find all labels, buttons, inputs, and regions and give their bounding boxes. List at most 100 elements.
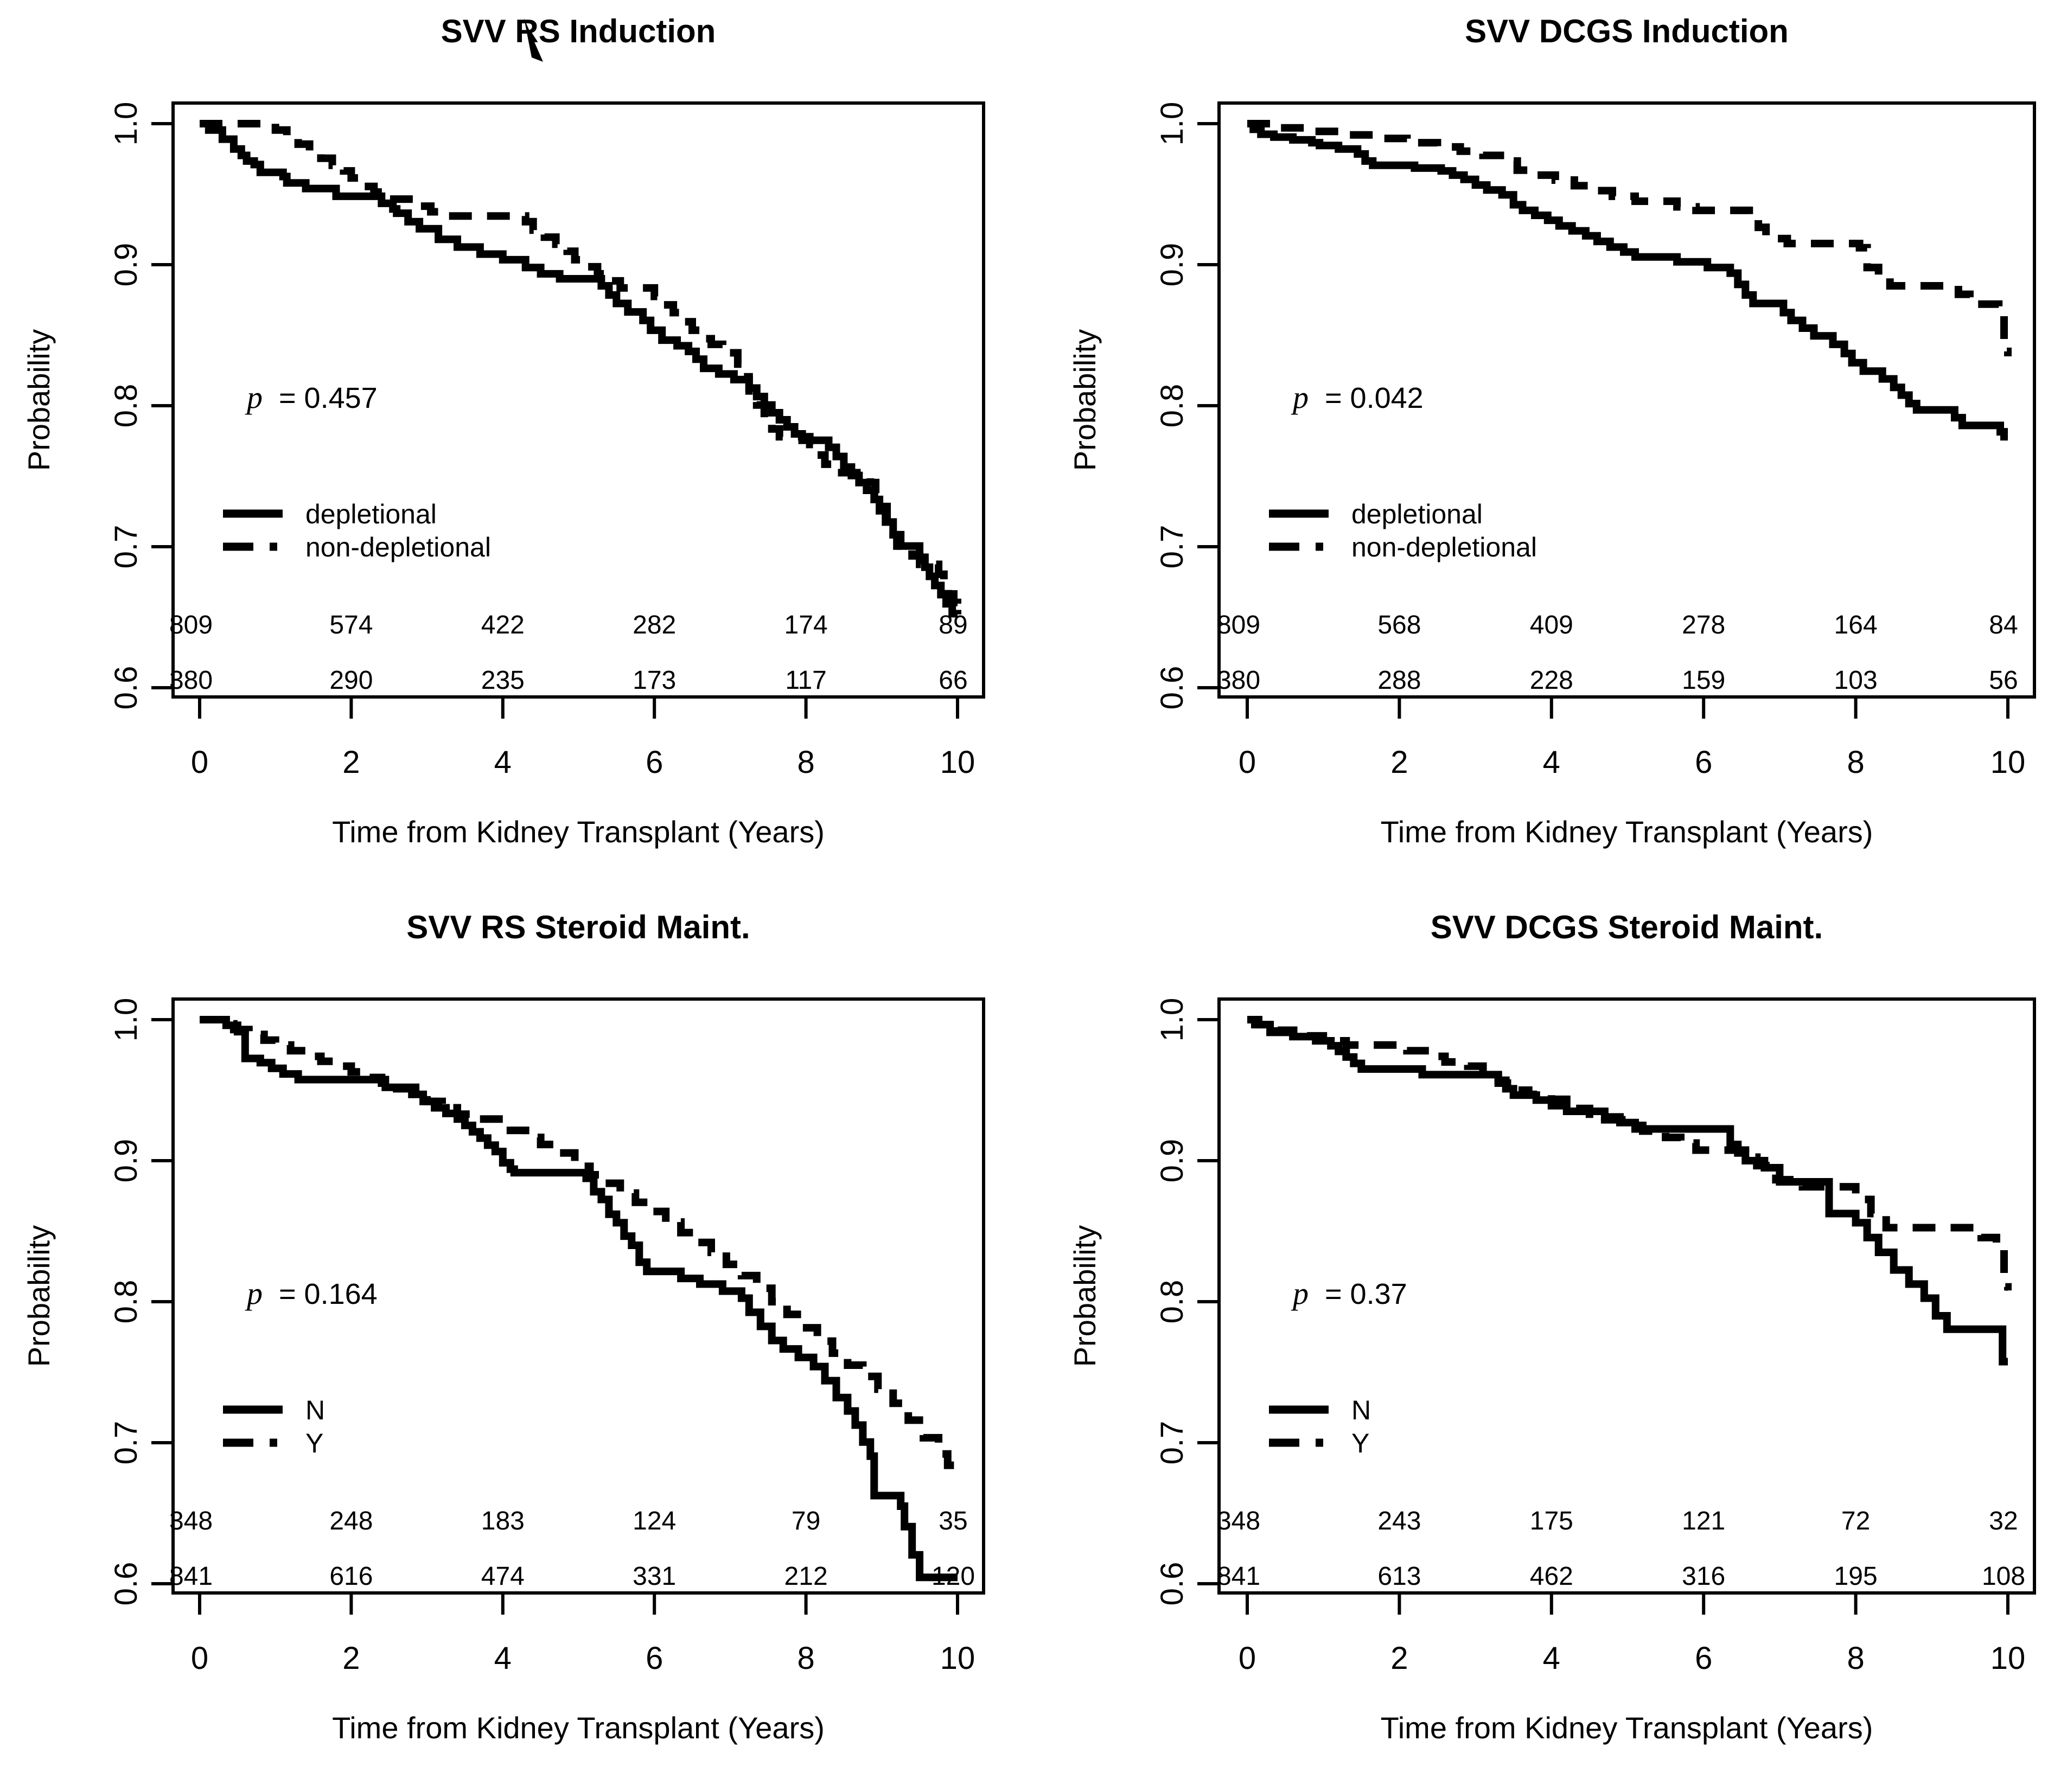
y-axis-title: Probability <box>1068 329 1102 471</box>
risk-count: 159 <box>1682 666 1725 695</box>
plot-box <box>1217 101 2036 699</box>
y-tick-label: 0.8 <box>109 384 144 428</box>
y-tick-label: 0.6 <box>1154 1562 1190 1606</box>
risk-count: 613 <box>1377 1562 1421 1591</box>
x-tick-label: 0 <box>191 1641 208 1676</box>
risk-count: 380 <box>169 666 213 695</box>
legend-label: N <box>305 1395 325 1425</box>
x-axis-title: Time from Kidney Transplant (Years) <box>332 1711 825 1745</box>
risk-count: 124 <box>633 1507 676 1535</box>
y-tick-label: 1.0 <box>1154 998 1190 1042</box>
x-tick-label: 4 <box>1543 745 1560 780</box>
risk-count: 121 <box>1682 1507 1725 1535</box>
risk-count: 474 <box>481 1562 525 1591</box>
legend-label: non-depletional <box>305 532 491 562</box>
risk-count: 568 <box>1377 611 1421 639</box>
risk-count: 282 <box>633 611 676 639</box>
curve-non-depletional <box>1247 120 2012 356</box>
x-tick-label: 8 <box>797 745 814 780</box>
panel-svg: SVV DCGS Induction 0 2 4 6 8 10 1.0 0.9 0.8 0.7 0.6… <box>1068 13 2036 849</box>
legend-label: Y <box>1351 1428 1369 1458</box>
risk-count: 228 <box>1530 666 1573 695</box>
y-tick-label: 0.7 <box>109 525 144 569</box>
x-tick-label: 2 <box>1390 1641 1408 1676</box>
panel-title: SVV RS Steroid Maint. <box>406 909 750 945</box>
x-axis-title: Time from Kidney Transplant (Years) <box>1381 815 1873 849</box>
y-tick-label: 0.7 <box>109 1421 144 1465</box>
risk-count: 117 <box>785 666 827 695</box>
panel-svg: SVV RS Induction 0 2 4 6 8 10 1.0 0.9 0.8 0.7 0.6 Ti… <box>22 13 985 849</box>
x-tick-label: 8 <box>1847 745 1864 780</box>
x-tick-label: 6 <box>646 745 663 780</box>
x-axis-title: Time from Kidney Transplant (Years) <box>332 815 825 849</box>
legend-label: N <box>1351 1395 1371 1425</box>
x-tick-label: 4 <box>494 745 512 780</box>
x-tick-label: 10 <box>940 1641 975 1676</box>
y-tick-label: 0.8 <box>109 1280 144 1324</box>
risk-count: 316 <box>1682 1562 1725 1591</box>
risk-count: 290 <box>329 666 373 695</box>
risk-count: 164 <box>1834 611 1878 639</box>
p-symbol: p <box>1291 1276 1309 1311</box>
x-tick-label: 4 <box>1543 1641 1560 1676</box>
x-tick-label: 0 <box>1239 745 1256 780</box>
risk-count: 195 <box>1834 1562 1878 1591</box>
x-tick-label: 0 <box>1239 1641 1256 1676</box>
x-tick-label: 8 <box>1847 1641 1864 1676</box>
curve-y <box>1247 1016 2012 1291</box>
p-value-text: = 0.37 <box>1325 1278 1407 1310</box>
risk-count: 84 <box>1989 611 2018 639</box>
x-tick-label: 6 <box>1695 745 1712 780</box>
plot-box <box>171 101 985 699</box>
y-tick-label: 1.0 <box>1154 102 1190 146</box>
x-tick-label: 4 <box>494 1641 512 1676</box>
p-value-text: = 0.457 <box>279 382 378 414</box>
x-tick-label: 10 <box>940 745 975 780</box>
risk-count: 66 <box>939 666 967 695</box>
p-value: p = 0.457 <box>245 380 378 415</box>
x-tick-label: 6 <box>646 1641 663 1676</box>
x-tick-label: 10 <box>1990 1641 2026 1676</box>
x-tick-label: 2 <box>342 1641 360 1676</box>
risk-count: 348 <box>1217 1507 1260 1535</box>
risk-count: 841 <box>1217 1562 1260 1591</box>
risk-count: 72 <box>1841 1507 1870 1535</box>
x-tick-label: 10 <box>1990 745 2026 780</box>
risk-count: 32 <box>1989 1507 2018 1535</box>
risk-count: 278 <box>1682 611 1725 639</box>
risk-count: 574 <box>329 611 373 639</box>
panel-svg: SVV DCGS Steroid Maint. 0 2 4 6 8 10 1.0 0.9 0.8 0… <box>1068 909 2036 1745</box>
curve-y <box>200 1016 961 1474</box>
risk-count: 103 <box>1834 666 1878 695</box>
risk-count: 809 <box>1217 611 1260 639</box>
plot-box <box>171 997 985 1595</box>
risk-count: 409 <box>1530 611 1573 639</box>
panel-title: SVV DCGS Induction <box>1465 13 1789 49</box>
risk-count: 174 <box>784 611 828 639</box>
plot-box <box>1217 997 2036 1595</box>
p-value-text: = 0.164 <box>279 1278 378 1310</box>
risk-count: 422 <box>481 611 525 639</box>
risk-count: 616 <box>329 1562 373 1591</box>
x-tick-label: 2 <box>342 745 360 780</box>
y-tick-label: 0.7 <box>1154 1421 1190 1465</box>
panel-title: SVV DCGS Steroid Maint. <box>1431 909 1823 945</box>
risk-count: 462 <box>1530 1562 1573 1591</box>
x-tick-label: 8 <box>797 1641 814 1676</box>
risk-count: 809 <box>169 611 213 639</box>
y-tick-label: 0.8 <box>1154 1280 1190 1324</box>
x-tick-label: 2 <box>1390 745 1408 780</box>
cursor-artifact <box>524 18 543 62</box>
risk-count: 212 <box>784 1562 828 1591</box>
risk-count: 288 <box>1377 666 1421 695</box>
curve-non-depletional <box>200 120 961 606</box>
curve-depletional <box>1247 120 2008 441</box>
risk-count: 841 <box>169 1562 213 1591</box>
y-tick-label: 0.9 <box>1154 1139 1190 1183</box>
x-axis-title: Time from Kidney Transplant (Years) <box>1381 1711 1873 1745</box>
y-tick-label: 1.0 <box>109 102 144 146</box>
p-value: p = 0.37 <box>1291 1276 1407 1311</box>
y-tick-label: 0.7 <box>1154 525 1190 569</box>
risk-count: 248 <box>329 1507 373 1535</box>
